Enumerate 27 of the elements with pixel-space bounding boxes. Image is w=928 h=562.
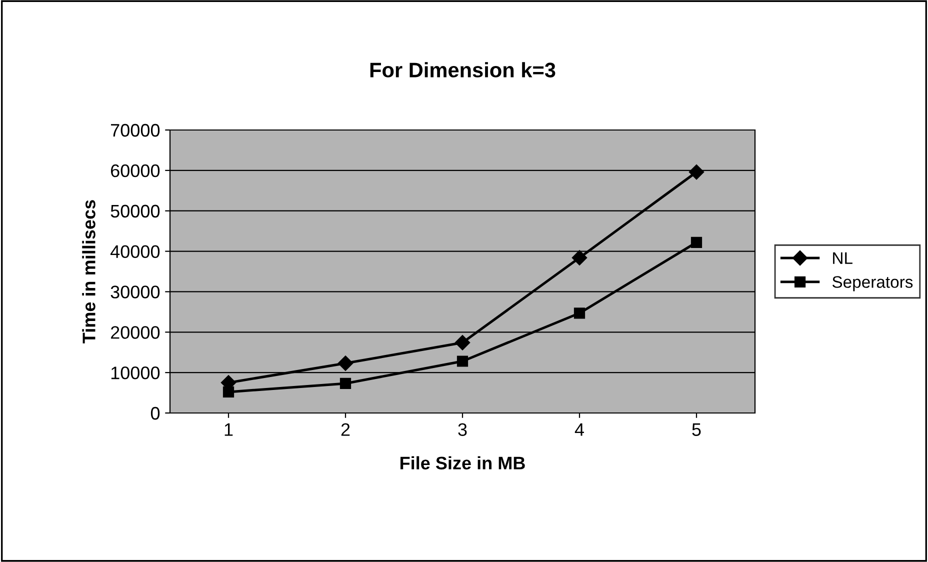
y-tick-label: 40000 — [110, 245, 160, 258]
y-tick-label: 10000 — [111, 366, 160, 380]
y-tick-label: 0 — [150, 406, 160, 420]
x-tick-label: 5 — [692, 423, 701, 436]
point — [338, 356, 354, 371]
point — [688, 164, 704, 180]
legend-label: Seperators — [832, 276, 913, 292]
point — [340, 378, 352, 390]
x-axis-title: File Size in MB — [400, 456, 525, 470]
point — [456, 356, 468, 367]
legend-label: NL — [833, 252, 852, 264]
x-tick-label: 3 — [458, 423, 467, 436]
point — [690, 236, 702, 248]
y-axis-title: Time in millisecs — [82, 200, 96, 344]
chart-title: For Dimension k=3 — [370, 62, 556, 78]
point — [454, 335, 470, 350]
y-tick-label: 70000 — [111, 124, 160, 137]
y-tick-label: 20000 — [110, 326, 160, 339]
point — [572, 250, 588, 266]
point — [574, 308, 586, 319]
x-tick-label: 4 — [574, 423, 584, 436]
y-tick-label: 30000 — [110, 286, 160, 298]
y-tick-label: 50000 — [110, 204, 160, 218]
x-tick-label: 1 — [224, 423, 233, 436]
point — [222, 386, 234, 398]
y-tick-label: 60000 — [110, 164, 160, 178]
x-tick-label: 2 — [341, 423, 350, 436]
